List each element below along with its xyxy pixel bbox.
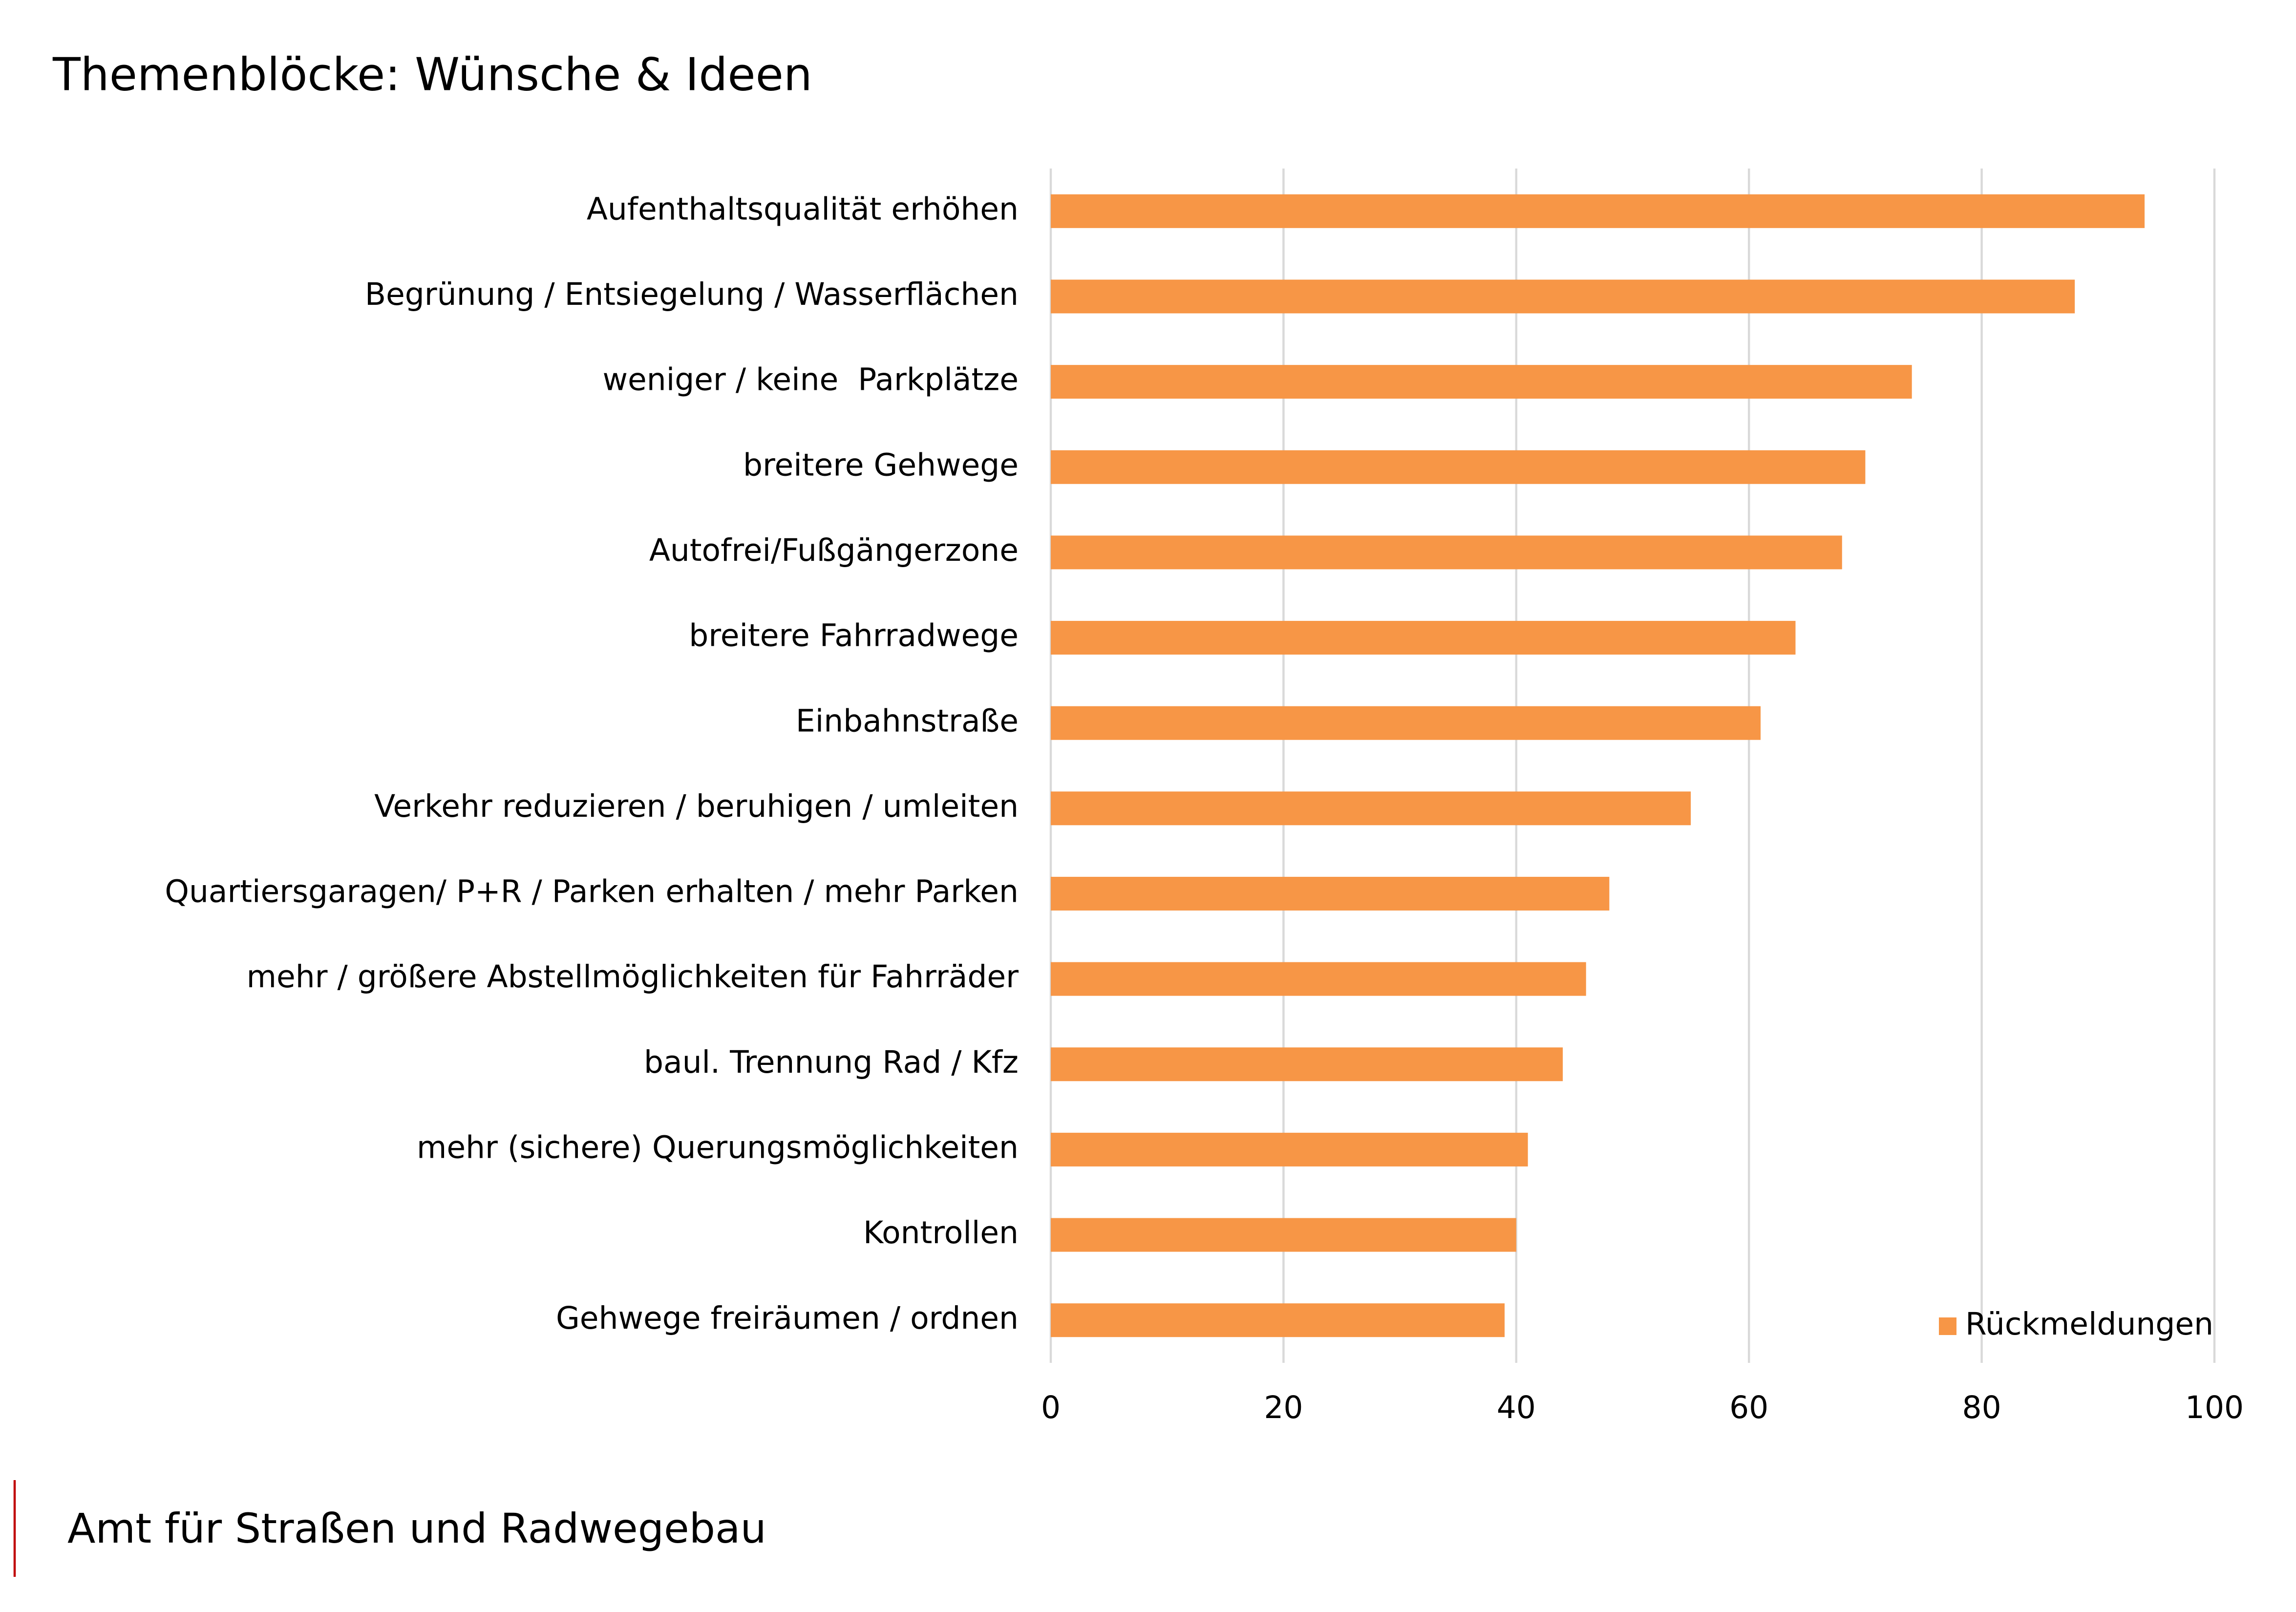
x-tick-label: 100	[2185, 1390, 2244, 1425]
y-tick-label: Autofrei/Fußgängerzone	[649, 532, 1019, 568]
bar	[1050, 535, 1842, 570]
bar	[1050, 365, 1912, 399]
y-tick-label: Begrünung / Entsiegelung / Wasserflächen	[365, 276, 1019, 312]
bar	[1050, 1047, 1563, 1082]
y-tick-label: mehr (sichere) Querungsmöglichkeiten	[417, 1129, 1019, 1165]
y-tick-label: Kontrollen	[863, 1215, 1019, 1251]
bar	[1050, 621, 1796, 655]
bar	[1050, 962, 1586, 996]
x-tick-label: 80	[1962, 1390, 2001, 1425]
y-tick-label: breitere Gehwege	[743, 447, 1019, 483]
y-tick-label: weniger / keine Parkplätze	[603, 362, 1019, 398]
chart-title: Themenblöcke: Wünsche & Ideen	[52, 48, 812, 101]
bar	[1050, 1132, 1528, 1167]
bar	[1050, 279, 2075, 314]
y-tick-label: Verkehr reduzieren / beruhigen / umleite…	[374, 788, 1019, 824]
x-tick-label: 40	[1497, 1390, 1536, 1425]
y-tick-label: Gehwege freiräumen / ordnen	[556, 1300, 1019, 1336]
y-tick-label: breitere Fahrradwege	[689, 618, 1019, 654]
bar	[1050, 194, 2145, 228]
y-tick-label: mehr / größere Abstellmöglichkeiten für …	[247, 959, 1019, 995]
y-tick-label: baul. Trennung Rad / Kfz	[644, 1044, 1019, 1080]
bar	[1050, 791, 1691, 826]
bar	[1050, 1303, 1505, 1337]
y-tick-label: Quartiersgaragen/ P+R / Parken erhalten …	[165, 874, 1019, 910]
bar	[1050, 450, 1866, 484]
bar	[1050, 706, 1761, 740]
bar	[1050, 1218, 1516, 1252]
x-tick-label: 0	[1041, 1390, 1061, 1425]
legend-label: Rückmeldungen	[1965, 1306, 2213, 1342]
footer: Amt für Straßen und Radwegebau	[67, 1505, 766, 1552]
y-tick-label: Einbahnstraße	[796, 703, 1019, 739]
bar	[1050, 876, 1610, 911]
x-tick-label: 20	[1264, 1390, 1303, 1425]
x-tick-label: 60	[1729, 1390, 1768, 1425]
legend-swatch	[1938, 1317, 1956, 1335]
y-tick-label: Aufenthaltsqualität erhöhen	[587, 191, 1019, 227]
